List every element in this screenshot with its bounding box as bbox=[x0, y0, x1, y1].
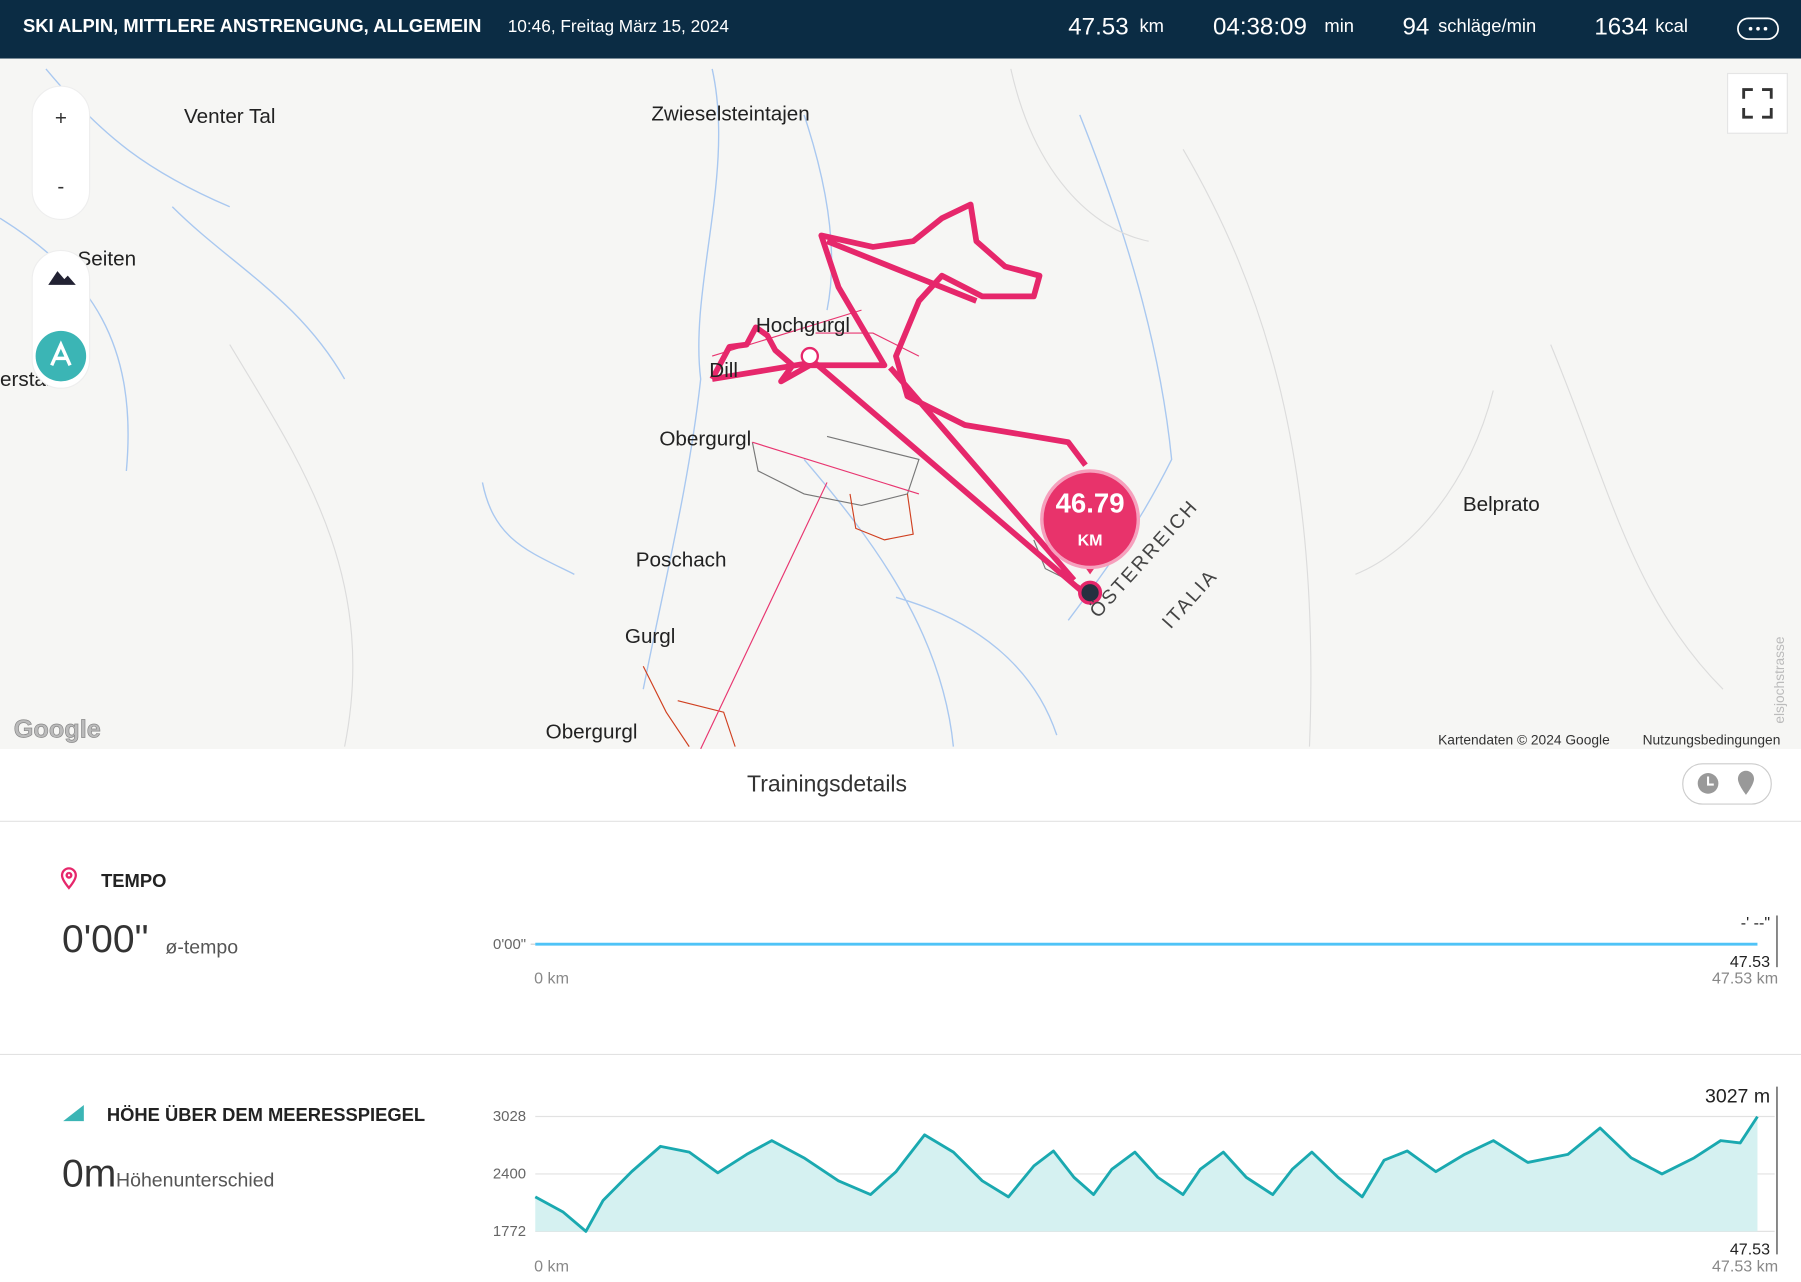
stat-value: 1634 bbox=[1594, 13, 1649, 41]
place-label: Zwieselsteintajen bbox=[651, 103, 809, 126]
cursor-value: -' --" bbox=[1741, 914, 1771, 932]
metric-value: 0m bbox=[62, 1153, 116, 1196]
header: SKI ALPIN, MITTLERE ANSTRENGUNG, ALLGEME… bbox=[0, 0, 1801, 59]
rivers bbox=[0, 68, 1173, 747]
datetime: 10:46, Freitag März 15, 2024 bbox=[507, 17, 729, 37]
badge-value: 46.79 bbox=[1056, 487, 1125, 518]
terrain-button[interactable] bbox=[48, 271, 76, 285]
more-button[interactable] bbox=[1737, 14, 1781, 44]
place-label: Hochgurgl bbox=[756, 314, 850, 337]
place-label: Venter Tal bbox=[184, 105, 275, 128]
fullscreen-button[interactable] bbox=[1727, 72, 1788, 134]
attribution-bg bbox=[1355, 728, 1801, 749]
stat-unit: kcal bbox=[1655, 17, 1688, 37]
y-tick-label: 1772 bbox=[493, 1223, 526, 1240]
map-attribution: Kartendaten © 2024 Google bbox=[1438, 732, 1610, 747]
x-tick-label: 47.53 km bbox=[1712, 1258, 1778, 1276]
altitude-line bbox=[534, 1115, 1759, 1233]
y-tick-label: 0'00" bbox=[493, 936, 526, 953]
place-label: Belprato bbox=[1463, 493, 1540, 516]
map-logo: Google bbox=[14, 715, 101, 743]
stat-value: 04:38:09 bbox=[1212, 13, 1307, 41]
route bbox=[709, 201, 1091, 600]
cursor-distance: 47.53 bbox=[1730, 1240, 1770, 1258]
view-toggle[interactable] bbox=[1682, 763, 1772, 805]
route-icon bbox=[50, 340, 72, 366]
activity-title: SKI ALPIN, MITTLERE ANSTRENGUNG, ALLGEME… bbox=[22, 17, 482, 37]
start-marker bbox=[800, 346, 819, 366]
terrain bbox=[229, 68, 1724, 747]
zoom-in[interactable]: + bbox=[55, 107, 67, 130]
metric-value: 0'00" bbox=[62, 918, 148, 961]
badge-unit: KM bbox=[1078, 532, 1103, 550]
charts: 0'00" 0 km 47.53 km -' --" 47.53 1772 2400 3028… bbox=[493, 914, 1778, 1275]
time-icon-hand bbox=[1707, 776, 1714, 786]
metric-unit: ø-tempo bbox=[165, 936, 238, 958]
place-label: Seiten bbox=[78, 247, 137, 270]
stat-unit: min bbox=[1324, 17, 1355, 37]
end-marker bbox=[1078, 580, 1103, 605]
stat-unit: km bbox=[1139, 17, 1164, 37]
metric-unit: Höhenunterschied bbox=[116, 1170, 274, 1192]
place-label: elsjochstrasse bbox=[1772, 636, 1787, 724]
stat-value: 94 bbox=[1402, 13, 1430, 41]
x-tick-label: 0 km bbox=[534, 1258, 569, 1276]
map-terms[interactable]: Nutzungsbedingungen bbox=[1643, 732, 1781, 747]
place-label: Poschach bbox=[636, 548, 727, 571]
location-icon[interactable] bbox=[1737, 770, 1755, 795]
metric-label: HÖHE ÜBER DEM MEERESSPIEGEL bbox=[107, 1104, 425, 1125]
place-label: Dill bbox=[709, 359, 738, 382]
section-title: Trainingsdetails bbox=[747, 770, 907, 796]
x-tick-label: 0 km bbox=[534, 969, 569, 987]
place-labels: Venter Tal ZwieselsteintajenSeitenerstalH… bbox=[0, 103, 1787, 744]
tempo-icon bbox=[60, 867, 77, 890]
stat-unit: schläge/min bbox=[1438, 17, 1537, 37]
cursor-distance: 47.53 bbox=[1730, 953, 1770, 971]
fullscreen-icon bbox=[1742, 88, 1773, 119]
content: 46.79 KM Venter Tal Zwieselsteintajen Seit… bbox=[0, 58, 1801, 1276]
cursor-value: 3027 m bbox=[1705, 1086, 1770, 1108]
place-label: Obergurgl bbox=[546, 721, 638, 744]
place-label: Obergurgl bbox=[659, 428, 751, 451]
zoom-control bbox=[31, 85, 91, 220]
y-tick-label: 3028 bbox=[493, 1108, 526, 1125]
distance-badge bbox=[1040, 469, 1141, 570]
y-tick-label: 2400 bbox=[493, 1166, 526, 1183]
x-tick-label: 47.53 km bbox=[1712, 969, 1778, 987]
zoom-out[interactable]: - bbox=[57, 175, 64, 198]
altitude-icon bbox=[63, 1105, 84, 1122]
place-label: Gurgl bbox=[625, 625, 676, 648]
altitude-area bbox=[535, 1116, 1758, 1232]
route-button[interactable] bbox=[35, 330, 87, 382]
metric-label: TEMPO bbox=[101, 870, 166, 891]
map[interactable] bbox=[0, 58, 1801, 749]
stat-value: 47.53 bbox=[1068, 13, 1129, 41]
